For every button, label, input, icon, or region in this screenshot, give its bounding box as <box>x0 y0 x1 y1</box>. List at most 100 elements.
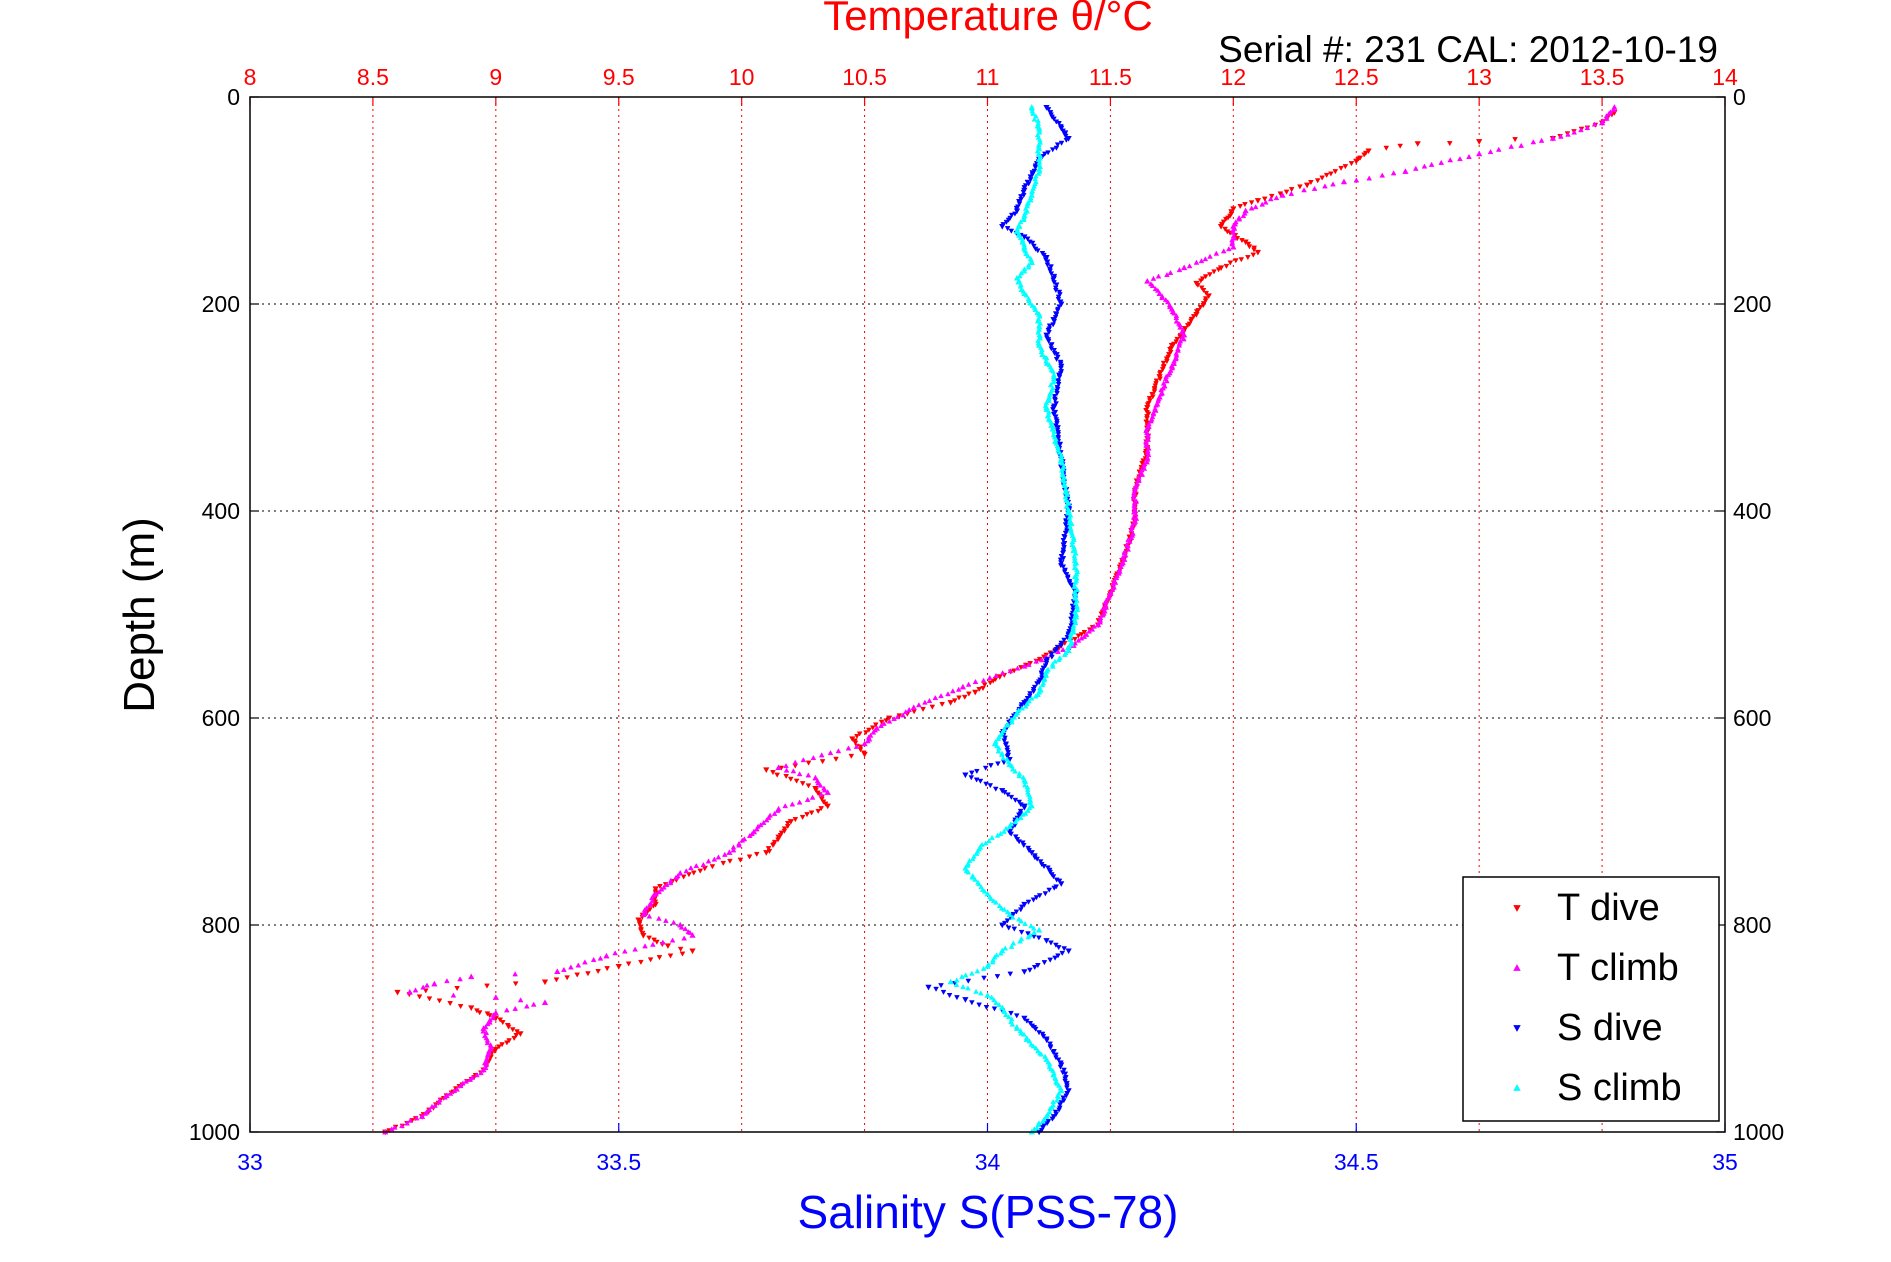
data-point <box>1288 190 1295 196</box>
data-point <box>988 994 995 1000</box>
data-point <box>480 1066 487 1073</box>
data-point <box>987 783 994 789</box>
data-point <box>1055 379 1062 385</box>
data-point <box>1152 383 1159 389</box>
data-point <box>1036 1030 1042 1036</box>
data-point <box>1197 304 1204 311</box>
data-point <box>1238 257 1245 263</box>
data-point <box>1044 259 1051 265</box>
data-point <box>1063 137 1070 143</box>
data-point <box>1113 575 1120 581</box>
data-point <box>818 806 825 812</box>
data-point <box>995 761 1001 767</box>
data-point <box>848 753 855 759</box>
data-point <box>765 846 772 852</box>
data-point <box>1052 658 1058 664</box>
data-point <box>1001 738 1008 744</box>
data-point <box>1028 197 1034 203</box>
data-point <box>1061 535 1068 541</box>
data-point <box>1053 312 1060 318</box>
data-point <box>1578 127 1584 133</box>
data-point <box>1353 177 1360 183</box>
data-point <box>677 870 684 876</box>
data-point <box>1242 202 1248 208</box>
data-point <box>906 706 913 712</box>
data-point <box>1075 633 1082 639</box>
data-point <box>1143 442 1149 448</box>
data-point <box>1055 425 1061 431</box>
data-point <box>1029 240 1036 246</box>
data-point <box>1047 957 1054 963</box>
data-point <box>1031 1126 1038 1132</box>
data-point <box>1065 500 1072 506</box>
data-point <box>1005 925 1012 931</box>
data-point <box>490 1015 496 1021</box>
legend-label: T climb <box>1557 947 1679 989</box>
data-point <box>1254 198 1262 204</box>
data-point <box>1048 271 1055 277</box>
top-tick-label: 10.5 <box>842 64 887 90</box>
data-point <box>824 789 831 795</box>
data-point <box>799 781 806 787</box>
data-point <box>1003 722 1010 728</box>
data-point <box>1011 926 1018 932</box>
data-point <box>1057 458 1064 464</box>
data-point <box>1050 368 1056 374</box>
data-point <box>1047 268 1054 274</box>
data-point <box>1049 147 1056 153</box>
data-point <box>463 1078 469 1084</box>
data-point <box>1030 110 1036 116</box>
data-point <box>1131 520 1138 526</box>
data-point <box>1056 656 1062 663</box>
data-point <box>1311 185 1318 191</box>
data-point <box>1121 556 1128 562</box>
data-point <box>1217 223 1225 230</box>
data-point <box>1184 323 1191 329</box>
data-point <box>420 984 426 990</box>
data-point <box>1198 258 1205 264</box>
data-point <box>1062 1071 1069 1077</box>
data-point <box>805 783 812 789</box>
data-point <box>799 814 806 821</box>
data-point <box>1055 432 1062 438</box>
data-point <box>1035 691 1041 697</box>
data-point <box>1039 1118 1046 1124</box>
data-point <box>1021 1015 1028 1022</box>
data-point <box>1059 950 1066 956</box>
data-point <box>1032 693 1039 699</box>
data-point <box>720 860 727 867</box>
data-point <box>669 937 676 943</box>
data-point <box>1193 259 1200 265</box>
data-point <box>659 939 666 945</box>
data-point <box>1041 864 1047 870</box>
data-point <box>1013 909 1020 915</box>
data-point <box>863 730 869 736</box>
data-point <box>864 738 871 744</box>
data-point <box>689 948 696 955</box>
data-point <box>582 959 588 965</box>
y-axis-label: Depth (m) <box>115 517 164 713</box>
data-point <box>984 890 991 897</box>
data-point <box>992 786 999 792</box>
data-point <box>1013 208 1021 215</box>
data-point <box>1584 124 1591 131</box>
data-point <box>815 808 822 815</box>
data-point <box>1220 248 1227 254</box>
data-point <box>1037 859 1044 865</box>
data-point <box>749 831 755 837</box>
data-point <box>1379 172 1386 178</box>
data-point <box>1100 612 1106 618</box>
data-point <box>774 807 781 813</box>
data-point <box>658 886 665 892</box>
data-point <box>640 911 647 918</box>
data-point <box>468 1005 475 1012</box>
data-point <box>878 722 884 729</box>
data-point <box>1130 514 1137 520</box>
data-point <box>1178 329 1185 335</box>
data-point <box>1145 436 1152 442</box>
data-point <box>1045 338 1052 344</box>
data-point <box>667 880 674 886</box>
data-point <box>1002 945 1009 951</box>
data-point <box>468 973 475 980</box>
